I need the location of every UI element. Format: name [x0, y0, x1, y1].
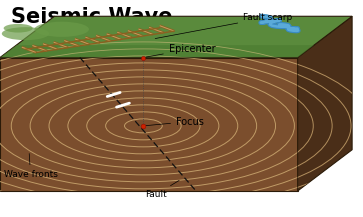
- Text: Focus: Focus: [146, 117, 204, 127]
- Ellipse shape: [34, 22, 89, 37]
- Ellipse shape: [4, 24, 33, 33]
- Polygon shape: [298, 16, 352, 191]
- Polygon shape: [0, 58, 298, 191]
- Polygon shape: [0, 16, 352, 58]
- Text: Fault scarp: Fault scarp: [155, 13, 293, 39]
- Polygon shape: [0, 45, 314, 58]
- Text: Wave fronts: Wave fronts: [4, 154, 57, 179]
- Ellipse shape: [2, 27, 49, 40]
- Text: Fault: Fault: [145, 181, 179, 199]
- Text: Epicenter: Epicenter: [146, 44, 215, 57]
- Text: Seismic Wave: Seismic Wave: [11, 7, 172, 26]
- Polygon shape: [0, 0, 363, 30]
